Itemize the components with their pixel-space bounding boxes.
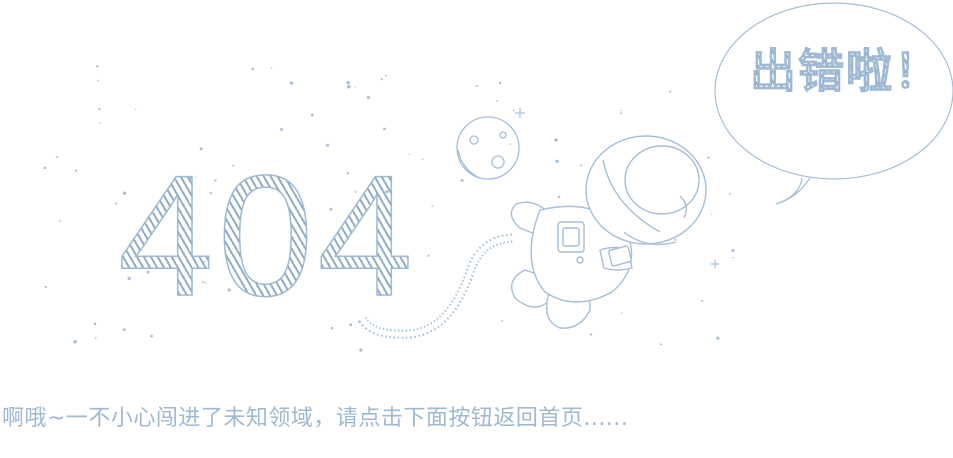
stardust-dot bbox=[669, 90, 672, 93]
stardust-dot bbox=[326, 143, 330, 147]
stardust-dot bbox=[346, 80, 350, 85]
stardust-dot bbox=[554, 138, 558, 142]
stardust-dot bbox=[701, 299, 704, 302]
stardust-dot bbox=[408, 153, 411, 156]
astronaut-icon bbox=[510, 135, 707, 329]
stardust-dot bbox=[384, 74, 387, 77]
stardust-dot bbox=[327, 262, 330, 266]
stardust-dot bbox=[99, 122, 102, 124]
stardust-dot bbox=[209, 191, 213, 195]
stardust-dot bbox=[707, 156, 710, 159]
stardust-dot bbox=[94, 337, 97, 339]
stardust-dot bbox=[280, 128, 283, 131]
stardust-dot bbox=[97, 79, 99, 82]
stardust-dot bbox=[512, 109, 515, 112]
stardust-dot bbox=[204, 282, 207, 284]
stardust-dot bbox=[349, 323, 353, 327]
stardust-dot bbox=[427, 254, 430, 257]
stardust-dot bbox=[499, 81, 502, 85]
stardust-dot bbox=[122, 191, 127, 196]
stardust-dot bbox=[127, 276, 131, 281]
stardust-dot bbox=[460, 178, 464, 183]
stardust-dot bbox=[589, 333, 593, 336]
stardust-dot bbox=[509, 143, 512, 145]
error-message: 啊哦~一不小心闯进了未知领域，请点击下面按钮返回首页...... bbox=[2, 406, 629, 431]
stardust-dot bbox=[354, 190, 357, 193]
stardust-dot bbox=[251, 67, 255, 71]
stardust-dot bbox=[270, 67, 273, 69]
stardust-dot bbox=[422, 158, 424, 160]
error-code-404: 404 bbox=[117, 140, 417, 332]
stardust-dot bbox=[202, 281, 204, 283]
stardust-dot bbox=[382, 227, 385, 229]
stardust-dot bbox=[310, 113, 314, 117]
stardust-dot bbox=[659, 343, 662, 346]
stardust-dot bbox=[383, 127, 386, 131]
stardust-dot bbox=[731, 248, 735, 253]
stardust-dot bbox=[732, 256, 735, 259]
stardust-dot bbox=[620, 112, 623, 115]
stardust-dot bbox=[93, 322, 97, 326]
stardust-dot bbox=[329, 207, 333, 211]
stardust-dot bbox=[59, 220, 62, 222]
stardust-dot bbox=[579, 164, 583, 167]
stardust-dot bbox=[354, 86, 356, 88]
stardust-dot bbox=[620, 312, 623, 314]
stardust-dot bbox=[214, 179, 217, 182]
stardust-dot bbox=[555, 159, 559, 164]
stardust-dot bbox=[232, 164, 235, 167]
planet-icon bbox=[456, 116, 520, 180]
stardust-dot bbox=[729, 192, 731, 195]
stardust-dot bbox=[716, 336, 720, 340]
stardust-dot bbox=[150, 334, 153, 338]
stardust-dot bbox=[501, 320, 504, 322]
stardust-dot bbox=[122, 328, 126, 332]
stardust-dot bbox=[189, 176, 193, 180]
bubble-title: 出错啦！ bbox=[750, 48, 950, 95]
tether-cable bbox=[357, 233, 513, 339]
stardust-dot bbox=[43, 166, 47, 170]
stardust-dots bbox=[43, 65, 735, 352]
stardust-dot bbox=[674, 238, 677, 241]
stardust-dot bbox=[55, 156, 58, 159]
stardust-dot bbox=[227, 288, 231, 292]
stardust-dot bbox=[199, 147, 203, 151]
stardust-dot bbox=[620, 109, 623, 112]
stardust-dot bbox=[431, 205, 434, 208]
stardust-dot bbox=[171, 184, 174, 188]
stardust-dot bbox=[96, 65, 99, 68]
sparkle-icons bbox=[515, 108, 719, 268]
stardust-dot bbox=[73, 339, 77, 344]
stardust-dot bbox=[203, 260, 206, 263]
stardust-dot bbox=[496, 99, 498, 102]
stardust-dot bbox=[359, 348, 363, 352]
stardust-dot bbox=[330, 326, 334, 330]
stardust-dot bbox=[146, 270, 150, 274]
stardust-dot bbox=[289, 81, 294, 85]
stardust-dot bbox=[346, 171, 349, 175]
stardust-dot bbox=[710, 213, 713, 215]
stardust-dot bbox=[195, 176, 197, 178]
stardust-dot bbox=[98, 107, 101, 111]
stardust-dot bbox=[366, 95, 370, 100]
stardust-dot bbox=[135, 108, 137, 110]
stardust-dot bbox=[115, 202, 118, 205]
stardust-dot bbox=[475, 84, 478, 87]
stardust-dot bbox=[347, 85, 351, 89]
stardust-dot bbox=[44, 285, 48, 289]
stardust-dot bbox=[75, 169, 78, 172]
speech-bubble bbox=[714, 2, 953, 205]
stardust-dot bbox=[380, 78, 383, 81]
stardust-dot bbox=[385, 190, 389, 194]
stardust-dot bbox=[557, 195, 561, 199]
